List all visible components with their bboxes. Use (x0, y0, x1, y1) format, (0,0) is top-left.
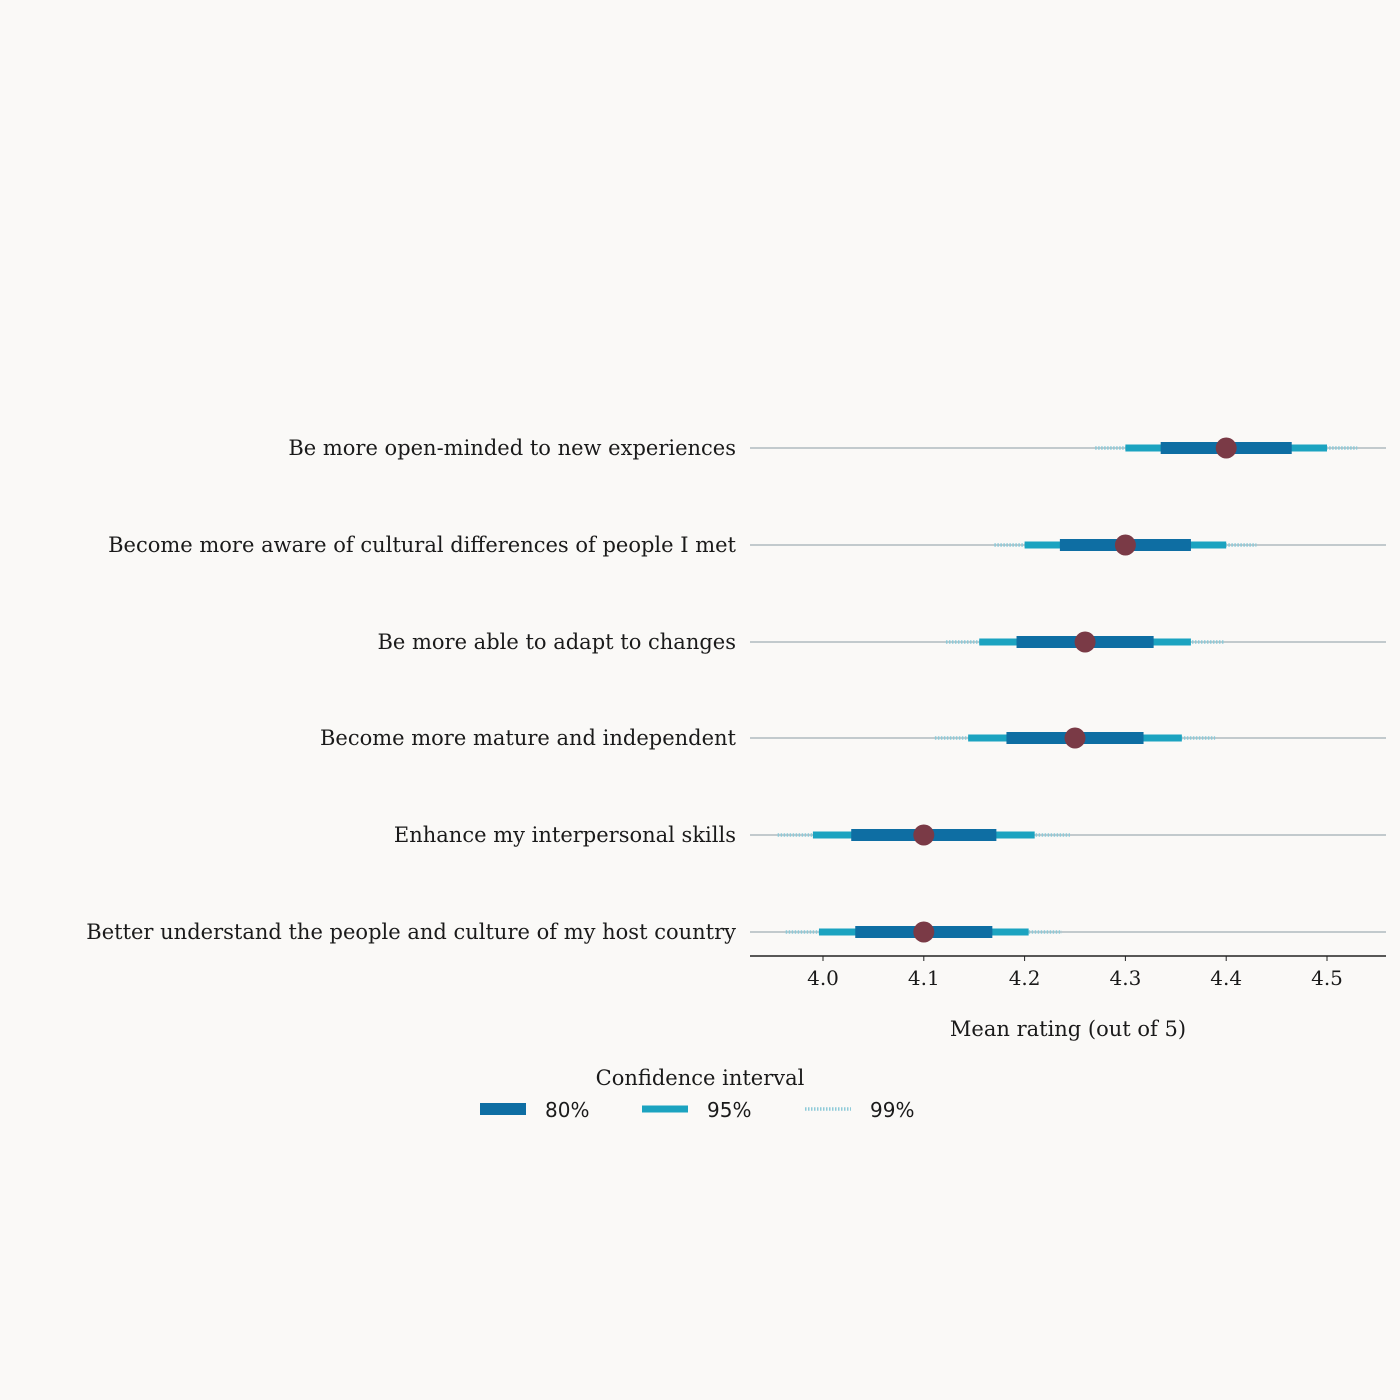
row-6: Better understand the people and culture… (86, 920, 1386, 944)
legend-item-95: 95% (642, 1098, 751, 1122)
mean-point (1074, 631, 1096, 653)
legend-label: 80% (545, 1098, 589, 1122)
category-label: Become more mature and independent (320, 726, 737, 750)
legend-label: 99% (870, 1098, 914, 1122)
mean-point (913, 824, 935, 846)
legend-title: Confidence interval (596, 1066, 805, 1090)
rows-layer: Be more open-minded to new experiences Be… (86, 436, 1386, 944)
row-1: Be more open-minded to new experiences (288, 436, 1386, 460)
mean-point (1064, 727, 1086, 749)
row-5: Enhance my interpersonal skills (394, 823, 1386, 847)
x-axis-title: Mean rating (out of 5) (950, 1017, 1186, 1041)
category-label: Better understand the people and culture… (86, 920, 736, 944)
legend-item-99: 99% (805, 1098, 914, 1122)
category-label: Be more open-minded to new experiences (288, 436, 736, 460)
legend: Confidence interval 80% 95% 99% (480, 1066, 914, 1122)
category-label: Be more able to adapt to changes (377, 630, 736, 654)
category-label: Become more aware of cultural difference… (108, 533, 736, 557)
legend-item-80: 80% (480, 1098, 589, 1122)
legend-label: 95% (707, 1098, 751, 1122)
x-tick-label: 4.2 (1009, 966, 1041, 990)
row-4: Become more mature and independent (320, 726, 1386, 750)
mean-point (1215, 437, 1237, 459)
x-tick-label: 4.1 (908, 966, 940, 990)
row-3: Be more able to adapt to changes (377, 630, 1386, 654)
x-tick-label: 4.4 (1210, 966, 1242, 990)
mean-point (913, 921, 935, 943)
mean-point (1114, 534, 1136, 556)
x-tick-label: 4.5 (1311, 966, 1343, 990)
x-tick-label: 4.0 (807, 966, 839, 990)
x-axis: 4.0 4.1 4.2 4.3 4.4 4.5 (750, 955, 1386, 990)
category-label: Enhance my interpersonal skills (394, 823, 736, 847)
row-2: Become more aware of cultural difference… (108, 533, 1386, 557)
x-tick-label: 4.3 (1109, 966, 1141, 990)
